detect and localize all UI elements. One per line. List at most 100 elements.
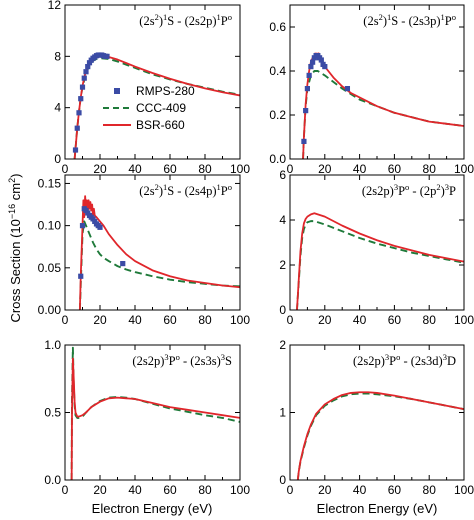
y-tick-label: 0 xyxy=(279,473,286,487)
x-tick-label: 100 xyxy=(230,162,250,176)
series-group xyxy=(70,346,240,480)
legend: RMPS-280 CCC-409 BSR-660 xyxy=(103,84,195,132)
y-tick-label: 4 xyxy=(279,213,286,227)
x-tick-label: 60 xyxy=(163,313,177,327)
panel-3: 0 20 40 60 80 100 0.00 0.05 0.10 0.15 (2s2)1S - (2… xyxy=(38,174,250,327)
marker-rmps-280 xyxy=(303,108,309,114)
x-tick-label: 80 xyxy=(423,483,437,497)
x-tick-label: 80 xyxy=(423,162,437,176)
x-axis-label-right: Electron Energy (eV) xyxy=(317,501,438,516)
marker-rmps-280 xyxy=(81,75,87,81)
marker-rmps-280 xyxy=(344,86,351,92)
line-ccc-409 xyxy=(296,220,464,310)
series-group xyxy=(78,195,240,310)
x-tick-label: 40 xyxy=(128,313,142,327)
marker-rmps-280 xyxy=(304,86,310,92)
x-tick-label: 0 xyxy=(62,313,69,327)
series-group xyxy=(296,391,464,480)
y-tick-label: 0.5 xyxy=(44,406,61,420)
panel-5: 0 20 40 60 80 100 0.0 0.5 1.0 (2s2p)3Po - (2s3s)3… xyxy=(44,338,250,497)
marker-rmps-280 xyxy=(85,64,91,70)
x-tick-label: 0 xyxy=(287,483,294,497)
line-bsr-660 xyxy=(296,391,464,480)
x-tick-label: 100 xyxy=(454,162,474,176)
marker-rmps-280 xyxy=(310,59,316,65)
y-tick-label: 0.00 xyxy=(38,303,62,317)
marker-rmps-280 xyxy=(322,64,328,70)
series-group xyxy=(296,212,464,310)
x-tick-label: 80 xyxy=(423,313,437,327)
y-tick-label: 0.2 xyxy=(269,108,286,122)
x-tick-label: 40 xyxy=(353,162,367,176)
panel-title: (2s2p)3Po - (2s3d)3D xyxy=(353,352,456,368)
x-tick-label: 100 xyxy=(230,313,250,327)
x-tick-label: 100 xyxy=(454,313,474,327)
y-tick-label: 6 xyxy=(279,168,286,182)
line-ccc-409 xyxy=(78,220,240,310)
x-tick-label: 0 xyxy=(287,313,294,327)
panel-4: 0 20 40 60 80 100 0 2 4 6 (2s2p)3Po - (2p2)3P xyxy=(279,168,474,327)
y-tick-label: 2 xyxy=(279,258,286,272)
x-tick-label: 0 xyxy=(62,483,69,497)
series-group xyxy=(301,52,464,159)
y-tick-label: 0.05 xyxy=(38,261,62,275)
x-tick-label: 80 xyxy=(198,313,212,327)
marker-rmps-280 xyxy=(72,147,79,153)
panel-2: 0 20 40 60 80 100 0.0 0.2 0.4 0.6 (2s2)1S - (2s3p)… xyxy=(269,4,474,176)
y-tick-label: 0 xyxy=(54,152,61,166)
panel-6: 0 20 40 60 80 100 0 1 2 (2s2p)3Po - (2s3d)3D xyxy=(279,338,474,497)
panel-title: (2s2)1S - (2s4p)1Po xyxy=(139,182,232,198)
x-tick-label: 100 xyxy=(230,483,250,497)
marker-rmps-280 xyxy=(79,84,86,90)
x-tick-label: 20 xyxy=(318,162,332,176)
y-tick-label: 0.4 xyxy=(269,64,286,78)
x-tick-label: 60 xyxy=(388,313,402,327)
x-tick-label: 80 xyxy=(198,483,212,497)
x-tick-label: 20 xyxy=(318,313,332,327)
marker-rmps-280 xyxy=(318,57,324,63)
plot-frame xyxy=(289,4,465,160)
marker-rmps-280 xyxy=(74,125,80,131)
x-tick-label: 20 xyxy=(93,483,107,497)
x-tick-label: 60 xyxy=(388,483,402,497)
panel-title: (2s2)1S - (2s2p)1Po xyxy=(139,12,232,28)
y-tick-label: 0.10 xyxy=(38,219,62,233)
x-tick-label: 60 xyxy=(163,162,177,176)
y-tick-label: 1 xyxy=(279,406,286,420)
x-tick-label: 20 xyxy=(318,483,332,497)
x-tick-label: 20 xyxy=(93,313,107,327)
line-bsr-660 xyxy=(296,212,464,310)
marker-rmps-280 xyxy=(78,273,84,279)
legend-marker-rmps-280 xyxy=(114,88,120,94)
x-tick-label: 40 xyxy=(128,483,142,497)
x-tick-label: 80 xyxy=(198,162,212,176)
y-tick-label: 4 xyxy=(54,101,61,115)
y-tick-label: 12 xyxy=(48,0,62,12)
legend-label-ccc-409: CCC-409 xyxy=(136,101,186,115)
x-tick-label: 40 xyxy=(128,162,142,176)
x-tick-label: 20 xyxy=(93,162,107,176)
y-axis-label: Cross Section (10−16 cm2) xyxy=(7,174,23,323)
x-tick-label: 60 xyxy=(388,162,402,176)
y-tick-label: 0.0 xyxy=(44,473,61,487)
legend-label-bsr-660: BSR-660 xyxy=(136,118,185,132)
legend-label-rmps-280: RMPS-280 xyxy=(136,84,195,98)
x-tick-label: 0 xyxy=(62,162,69,176)
marker-rmps-280 xyxy=(301,138,307,144)
y-tick-label: 0.15 xyxy=(38,176,62,190)
x-axis-label-left: Electron Energy (eV) xyxy=(92,501,213,516)
line-bsr-660 xyxy=(78,195,240,310)
marker-rmps-280 xyxy=(83,69,89,75)
line-bsr-660 xyxy=(70,357,240,480)
y-tick-label: 8 xyxy=(54,49,61,63)
x-tick-label: 100 xyxy=(454,483,474,497)
x-tick-label: 60 xyxy=(163,483,177,497)
x-tick-label: 40 xyxy=(353,483,367,497)
plot-frame xyxy=(64,4,241,160)
marker-rmps-280 xyxy=(76,110,82,116)
marker-rmps-280 xyxy=(120,260,126,267)
panel-title: (2s2p)3Po - (2s3s)3S xyxy=(132,352,232,368)
marker-rmps-280 xyxy=(78,96,84,102)
series-group xyxy=(72,52,240,159)
